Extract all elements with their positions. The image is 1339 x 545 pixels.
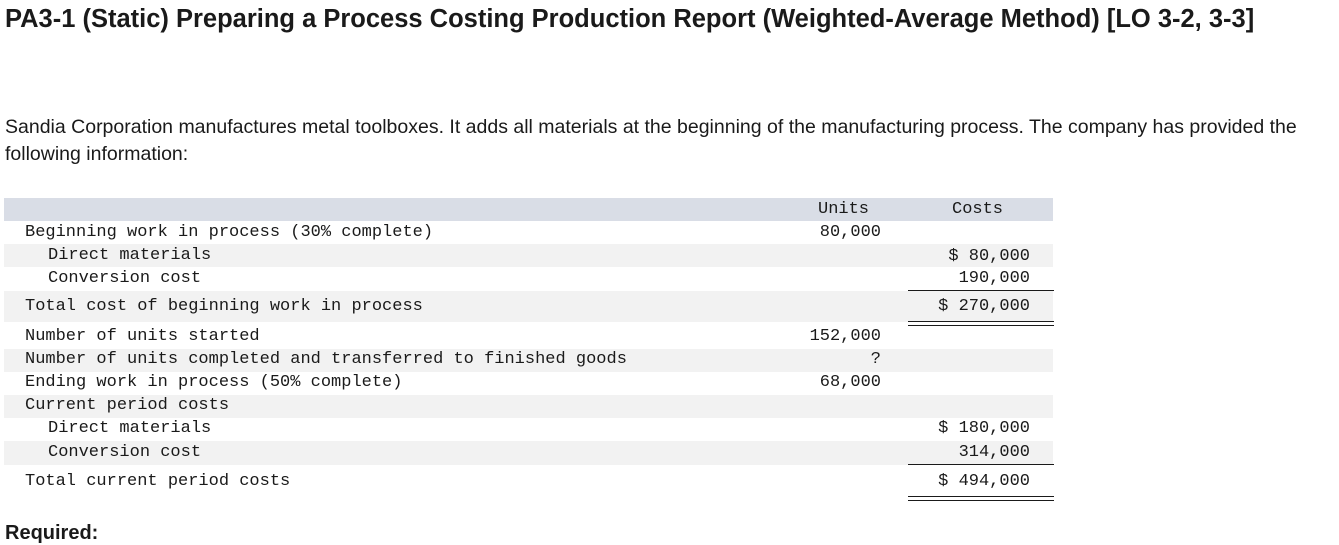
table-header-row: Units Costs [4,198,1053,221]
row-label: Beginning work in process (30% complete) [25,223,434,242]
units-column-header: Units [818,200,870,219]
row-units: ? [870,350,881,369]
row-costs: $ 270,000 [938,297,1030,316]
row-label: Number of units completed and transferre… [25,350,627,369]
table-row: Conversion cost 314,000 [4,441,1053,465]
required-heading: Required: [5,522,99,544]
problem-intro: Sandia Corporation manufactures metal to… [5,116,1297,165]
row-label: Current period costs [25,396,230,415]
table-row: Conversion cost 190,000 [4,267,1053,291]
row-label: Conversion cost [48,443,202,462]
table-row: Beginning work in process (30% complete)… [4,221,1053,244]
table-row: Number of units completed and transferre… [4,349,1053,372]
table-row: Ending work in process (50% complete) 68… [4,372,1053,395]
costs-column-header: Costs [952,200,1004,219]
subtotal-rule [908,464,1054,465]
row-units: 80,000 [819,223,881,242]
table-row: Current period costs [4,395,1053,418]
row-units: 68,000 [819,373,881,392]
row-label: Total current period costs [25,472,291,491]
row-label: Total cost of beginning work in process [25,297,423,316]
row-costs: $ 80,000 [948,247,1030,266]
table-row: Number of units started 152,000 [4,326,1053,349]
row-label: Number of units started [25,327,260,346]
row-costs: 314,000 [958,443,1030,462]
table-row: Total current period costs $ 494,000 [4,465,1053,497]
row-units: 152,000 [809,327,881,346]
table-row: Total cost of beginning work in process … [4,291,1053,322]
row-label: Conversion cost [48,269,202,288]
table-row: Direct materials $ 180,000 [4,418,1053,441]
total-double-rule [908,321,1054,326]
row-costs: $ 494,000 [938,472,1030,491]
subtotal-rule [908,290,1054,291]
row-label: Ending work in process (50% complete) [25,373,403,392]
row-label: Direct materials [48,419,212,438]
total-double-rule [908,496,1054,501]
table-row: Direct materials $ 80,000 [4,244,1053,267]
row-label: Direct materials [48,246,212,265]
page-title: PA3-1 (Static) Preparing a Process Costi… [5,5,1255,33]
row-costs: $ 180,000 [938,419,1030,438]
row-costs: 190,000 [958,269,1030,288]
